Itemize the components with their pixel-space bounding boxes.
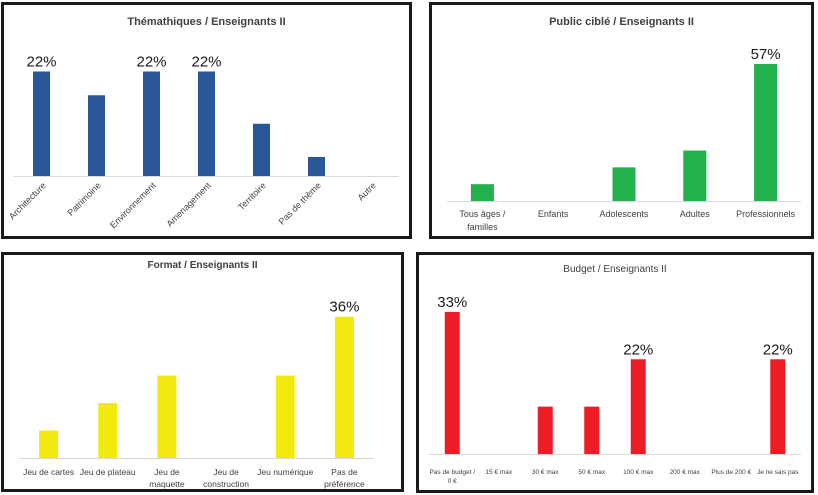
chart-title: Public ciblé / Enseignants II — [549, 16, 694, 28]
x-tick-label: Environnement — [108, 180, 158, 230]
bar — [754, 64, 778, 201]
chart-thematiques: Thémathiques / Enseignants II 22% Architec… — [7, 16, 399, 230]
data-label: 36% — [329, 299, 359, 316]
chart-format: Format / Enseignants II Jeu de cartes Jeu … — [19, 260, 374, 489]
chart-title: Budget / Enseignants II — [563, 264, 666, 275]
data-label: 33% — [437, 294, 467, 311]
x-tick-label: Jeu de plateau — [80, 467, 136, 477]
x-tick-label: Jeu de cartes — [23, 467, 74, 477]
chart-panel-format: Format / Enseignants II Jeu de cartes Jeu … — [1, 252, 404, 492]
bar — [683, 150, 707, 201]
x-tick-label: Pas de préférence — [324, 467, 365, 489]
bar — [308, 157, 325, 176]
chart-title: Thémathiques / Enseignants II — [127, 16, 285, 28]
data-label: 22% — [623, 341, 653, 358]
x-tick-label: 200 € max — [670, 469, 701, 476]
chart-panel-thematiques: Thémathiques / Enseignants II 22% Architec… — [1, 2, 412, 239]
bar — [98, 403, 118, 458]
bar — [88, 95, 105, 176]
bar — [39, 430, 59, 458]
bar — [630, 359, 646, 454]
data-label: 22% — [191, 54, 221, 71]
x-tick-label: Professionnels — [736, 209, 796, 219]
x-tick-label: Adolescents — [599, 209, 649, 219]
x-tick-label: Plus de 200 € — [711, 469, 751, 476]
bar — [143, 71, 160, 176]
bar — [537, 406, 553, 454]
x-tick-label: 50 € max — [578, 469, 605, 476]
x-tick-label: Je ne sais pas — [757, 469, 799, 476]
x-tick-label: Pas de thème — [277, 180, 323, 226]
x-tick-label: Adultes — [680, 209, 711, 219]
x-tick-label: 15 € max — [485, 469, 512, 476]
x-tick-label: Amenagement — [164, 180, 213, 229]
bar — [470, 184, 494, 201]
x-tick-label: Jeu de construction — [203, 467, 249, 489]
chart-panel-public-cible: Public ciblé / Enseignants II Tous âges /… — [429, 2, 814, 239]
chart-title: Format / Enseignants II — [147, 260, 257, 271]
x-tick-label: 30 € max — [532, 469, 559, 476]
bar — [157, 375, 177, 458]
data-label: 22% — [763, 341, 793, 358]
bar — [253, 123, 270, 176]
data-label: 22% — [26, 54, 56, 71]
bar — [444, 311, 460, 454]
x-tick-label: Patrimoine — [65, 180, 102, 217]
bar — [33, 71, 50, 176]
chart-budget: Budget / Enseignants II 33% Pas de budget … — [429, 264, 801, 485]
chart-panel-budget: Budget / Enseignants II 33% Pas de budget … — [416, 252, 814, 493]
x-tick-label: Enfants — [538, 209, 569, 219]
x-tick-label: Pas de budget /0 € — [429, 469, 475, 485]
data-label: 22% — [136, 54, 166, 71]
bar — [198, 71, 215, 176]
x-tick-label: Jeu numérique — [257, 467, 314, 477]
bar — [612, 167, 636, 201]
x-tick-label: Tous âges / familles — [459, 209, 506, 232]
data-label: 57% — [751, 46, 781, 63]
bar — [275, 375, 295, 458]
bar — [770, 359, 786, 454]
x-tick-label: Autre — [356, 180, 378, 202]
chart-public-cible: Public ciblé / Enseignants II Tous âges /… — [447, 16, 801, 232]
x-tick-label: Jeu de maquette — [149, 467, 185, 489]
bar — [334, 316, 354, 458]
bar — [584, 406, 600, 454]
x-tick-label: 100 € max — [623, 469, 654, 476]
x-tick-label: Territoire — [236, 180, 268, 212]
x-tick-label: Architecture — [7, 180, 48, 221]
